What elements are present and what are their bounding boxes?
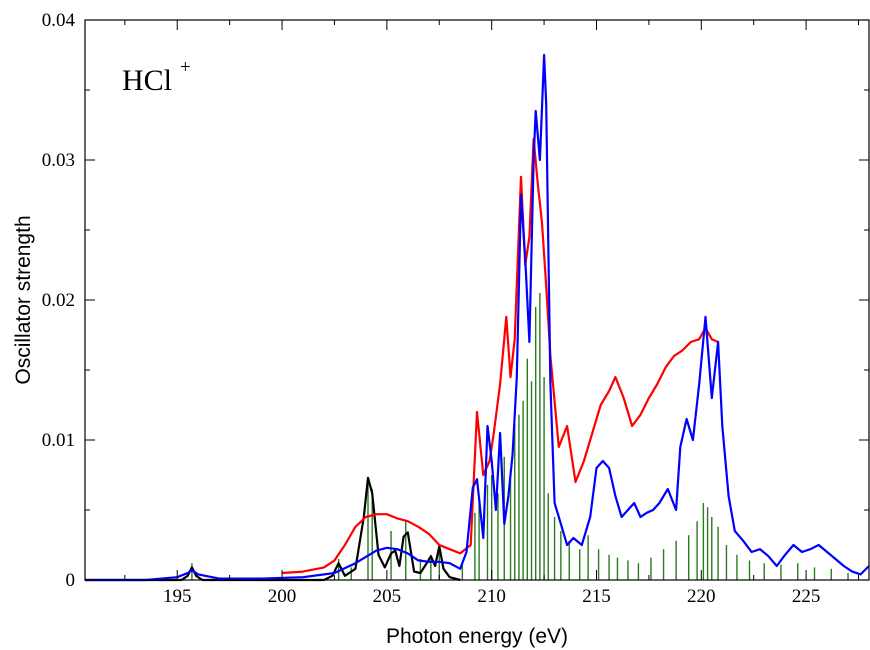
y-axis-label: Oscillator strength (12, 215, 35, 384)
y-tick-label: 0 (66, 570, 76, 591)
x-tick-label: 195 (163, 586, 192, 607)
x-tick-label: 200 (268, 586, 297, 607)
y-tick-label: 0.04 (42, 10, 76, 31)
stick-spectrum-layer (191, 293, 849, 580)
axis-ticks: 195 200 205 210 215 220 225 0 0.01 0.02 0.03 0.04 (42, 10, 869, 607)
x-tick-label: 210 (477, 586, 506, 607)
x-tick-label: 205 (373, 586, 402, 607)
series-line-2 (281, 137, 719, 575)
line-series-layer (85, 53, 870, 582)
y-tick-label: 0.02 (42, 290, 75, 311)
series-line-1 (85, 476, 461, 582)
x-axis-label: Photon energy (eV) (386, 625, 568, 648)
molecule-charge-superscript: + (180, 57, 191, 78)
x-tick-label: 215 (582, 586, 611, 607)
x-tick-label: 220 (687, 586, 716, 607)
molecule-label: HCl (122, 64, 172, 97)
x-tick-label: 225 (792, 586, 821, 607)
y-tick-label: 0.01 (42, 430, 75, 451)
y-tick-label: 0.03 (42, 150, 75, 171)
series-line-3 (85, 53, 870, 582)
